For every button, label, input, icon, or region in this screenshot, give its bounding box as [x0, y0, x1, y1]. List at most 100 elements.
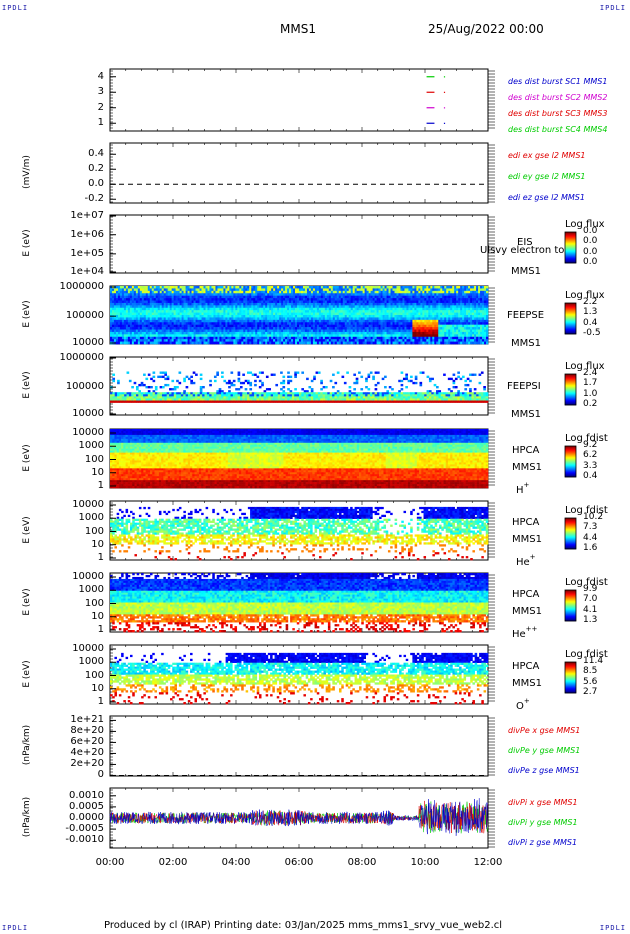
spectrogram-hpca-he2 — [110, 573, 489, 633]
ytick-label-feeps-ions-0: 1000000 — [34, 352, 104, 363]
colorbar-value-hpca-he-3: 1.6 — [583, 543, 597, 553]
instrument-label-eis: EIS — [517, 237, 533, 248]
panel-frame-eis — [109, 214, 495, 274]
species-charge-hpca-he2: ++ — [526, 625, 538, 633]
ylabel-eis: E (eV) — [22, 203, 32, 283]
ytick-label-hpca-h-0: 10000 — [34, 427, 104, 438]
ytick-label-eis-1: 1e+06 — [34, 229, 104, 240]
ytick-label-divpi-1: 0.0005 — [34, 801, 104, 812]
species-charge-hpca-he: + — [530, 553, 536, 561]
ytick-label-hpca-o-1: 1000 — [34, 656, 104, 667]
legend-burst-flags-0: des dist burst SC1 MMS1 — [508, 77, 607, 86]
ytick-label-edi-e-field-1: 0.2 — [34, 163, 104, 174]
species-label-hpca-he2: He++ — [512, 625, 537, 640]
ytick-label-burst-flags-1: 3 — [34, 86, 104, 97]
colorbar-title-feeps-electrons: Log flux — [565, 290, 605, 301]
instrument-label-hpca-h: HPCA — [512, 445, 539, 456]
colorbar-value-hpca-he-0: 10.2 — [583, 512, 603, 522]
ytick-label-divpe-2: 6e+20 — [34, 736, 104, 747]
instrument-mms-hpca-he2: MMS1 — [512, 606, 542, 617]
colorbar-value-feeps-ions-0: 2.4 — [583, 368, 597, 378]
xtick-label-6: 12:00 — [463, 857, 513, 868]
ytick-label-hpca-he2-1: 1000 — [34, 584, 104, 595]
instrument-mms-eis: MMS1 — [511, 266, 541, 277]
colorbar-value-hpca-h-1: 6.2 — [583, 450, 597, 460]
legend-burst-flags-3: des dist burst SC4 MMS4 — [508, 125, 607, 134]
colorbar-value-feeps-ions-1: 1.7 — [583, 378, 597, 388]
ylabel-hpca-he: E (eV) — [22, 490, 32, 570]
species-label-hpca-he: He+ — [516, 553, 536, 568]
burst-flag-dot-1 — [443, 91, 446, 93]
species-label-hpca-h: H+ — [516, 481, 529, 496]
corner-label-bottom-left: IPDLI — [2, 924, 28, 932]
ytick-label-burst-flags-0: 4 — [34, 71, 104, 82]
ylabel-hpca-he2: E (eV) — [22, 562, 32, 642]
instrument-mms-feeps-electrons: MMS1 — [511, 338, 541, 349]
colorbar-title-feeps-ions: Log flux — [565, 361, 605, 372]
panel-frame-divpe — [109, 715, 495, 777]
ytick-label-hpca-he-4: 1 — [34, 552, 104, 563]
colorbar-hpca-he — [564, 517, 577, 550]
legend-burst-flags-2: des dist burst SC3 MMS3 — [508, 109, 607, 118]
spectrogram-feeps-ions — [110, 371, 489, 403]
colorbar-value-hpca-he2-0: 9.9 — [583, 584, 597, 594]
colorbar-value-eis-1: 0.0 — [583, 236, 597, 246]
ytick-label-burst-flags-2: 2 — [34, 102, 104, 113]
ylabel-feeps-electrons: E (eV) — [22, 274, 32, 354]
colorbar-value-eis-2: 0.0 — [583, 247, 597, 257]
ytick-label-hpca-he-2: 100 — [34, 526, 104, 537]
colorbar-hpca-o — [564, 661, 577, 694]
colorbar-value-hpca-he-2: 4.4 — [583, 533, 597, 543]
instrument-mms-feeps-ions: MMS1 — [511, 409, 541, 420]
legend-divpe-1: divPe y gse MMS1 — [508, 746, 580, 755]
ytick-label-eis-0: 1e+07 — [34, 210, 104, 221]
colorbar-value-hpca-o-1: 8.5 — [583, 666, 597, 676]
corner-label-top-right: IPDLI — [600, 4, 626, 12]
corner-label-top-left: IPDLI — [2, 4, 28, 12]
colorbar-value-hpca-h-2: 3.3 — [583, 461, 597, 471]
xtick-label-3: 06:00 — [274, 857, 324, 868]
overlay-text-eis: Ulsvy electron to — [480, 245, 564, 256]
ylabel-edi-e-field: (mV/m) — [22, 132, 32, 212]
burst-flag-dot-3 — [443, 122, 446, 124]
legend-edi-e-field-1: edi ey gse l2 MMS1 — [508, 172, 586, 181]
ytick-label-hpca-he2-3: 10 — [34, 611, 104, 622]
ytick-label-hpca-he2-0: 10000 — [34, 571, 104, 582]
instrument-mms-hpca-h: MMS1 — [512, 462, 542, 473]
ytick-label-feeps-ions-1: 100000 — [34, 381, 104, 392]
ytick-label-hpca-he-0: 10000 — [34, 499, 104, 510]
ytick-label-hpca-o-0: 10000 — [34, 643, 104, 654]
ytick-label-hpca-h-2: 100 — [34, 454, 104, 465]
ytick-label-hpca-h-3: 10 — [34, 467, 104, 478]
ytick-label-hpca-h-1: 1000 — [34, 440, 104, 451]
ytick-label-divpe-1: 8e+20 — [34, 725, 104, 736]
instrument-label-feeps-electrons: FEEPSE — [507, 310, 544, 321]
species-charge-hpca-h: + — [524, 481, 530, 489]
ytick-label-burst-flags-3: 1 — [34, 117, 104, 128]
instrument-mms-hpca-o: MMS1 — [512, 678, 542, 689]
legend-burst-flags-1: des dist burst SC2 MMS2 — [508, 93, 607, 102]
instrument-mms-hpca-he: MMS1 — [512, 534, 542, 545]
ytick-label-hpca-o-4: 1 — [34, 696, 104, 707]
panel-frame-burst-flags — [109, 68, 495, 132]
colorbar-title-hpca-he: Log fdist — [565, 505, 608, 516]
legend-divpi-2: divPi z gse MMS1 — [508, 838, 577, 847]
colorbar-title-hpca-h: Log fdist — [565, 433, 608, 444]
ytick-label-divpe-4: 2e+20 — [34, 758, 104, 769]
xtick-label-0: 00:00 — [85, 857, 135, 868]
ytick-label-divpi-2: 0.0000 — [34, 812, 104, 823]
ylabel-divpe: (nPa/km) — [22, 705, 32, 785]
colorbar-value-feeps-electrons-1: 1.3 — [583, 307, 597, 317]
date-title: 25/Aug/2022 00:00 — [428, 22, 544, 36]
xtick-label-4: 08:00 — [337, 857, 387, 868]
ytick-label-eis-2: 1e+05 — [34, 248, 104, 259]
spacecraft-title: MMS1 — [280, 22, 316, 36]
colorbar-value-feeps-ions-3: 0.2 — [583, 399, 597, 409]
ytick-label-edi-e-field-3: -0.2 — [34, 193, 104, 204]
species-charge-hpca-o: + — [524, 697, 530, 705]
corner-label-bottom-right: IPDLI — [600, 924, 626, 932]
ytick-label-edi-e-field-2: 0.0 — [34, 178, 104, 189]
instrument-label-hpca-o: HPCA — [512, 661, 539, 672]
ytick-label-feeps-electrons-0: 1000000 — [34, 281, 104, 292]
